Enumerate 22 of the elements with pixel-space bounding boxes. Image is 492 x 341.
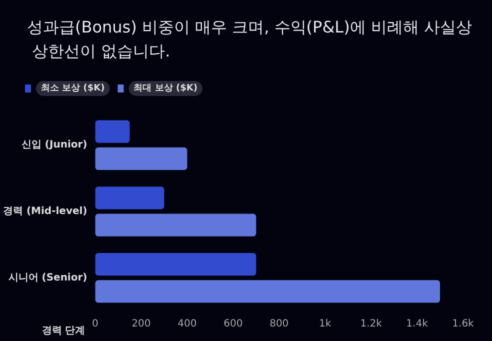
chart-title: 성과급(Bonus) 비중이 매우 크며, 수익(P&L)에 비례해 사실상 상한선이 없습니다. <box>27 18 472 60</box>
x-tick-label: 1.2k <box>360 318 382 330</box>
bar <box>95 186 164 210</box>
x-tick-label: 400 <box>178 318 197 330</box>
y-tick-label: 경력 (Mid-level) <box>3 206 88 217</box>
x-tick-label: 200 <box>132 318 151 330</box>
bar <box>95 120 130 143</box>
x-tick-label: 600 <box>224 318 243 330</box>
x-tick-label: 1.6k <box>452 318 474 330</box>
bar <box>95 214 256 236</box>
y-axis-title: 경력 단계 <box>42 326 86 336</box>
x-tick-label: 1k <box>319 318 332 330</box>
x-tick-label: 800 <box>270 318 289 330</box>
x-tick-label: 0 <box>92 318 98 330</box>
y-tick-label: 시니어 (Senior) <box>8 272 88 284</box>
x-tick-label: 1.4k <box>406 318 428 330</box>
legend-label: 최소 보상 ($K) <box>41 84 105 94</box>
bar <box>95 280 440 303</box>
bar <box>95 147 188 170</box>
bar <box>95 252 256 276</box>
y-tick-label: 신입 (Junior) <box>21 140 88 151</box>
legend-label: 최대 보상 ($K) <box>134 84 198 94</box>
